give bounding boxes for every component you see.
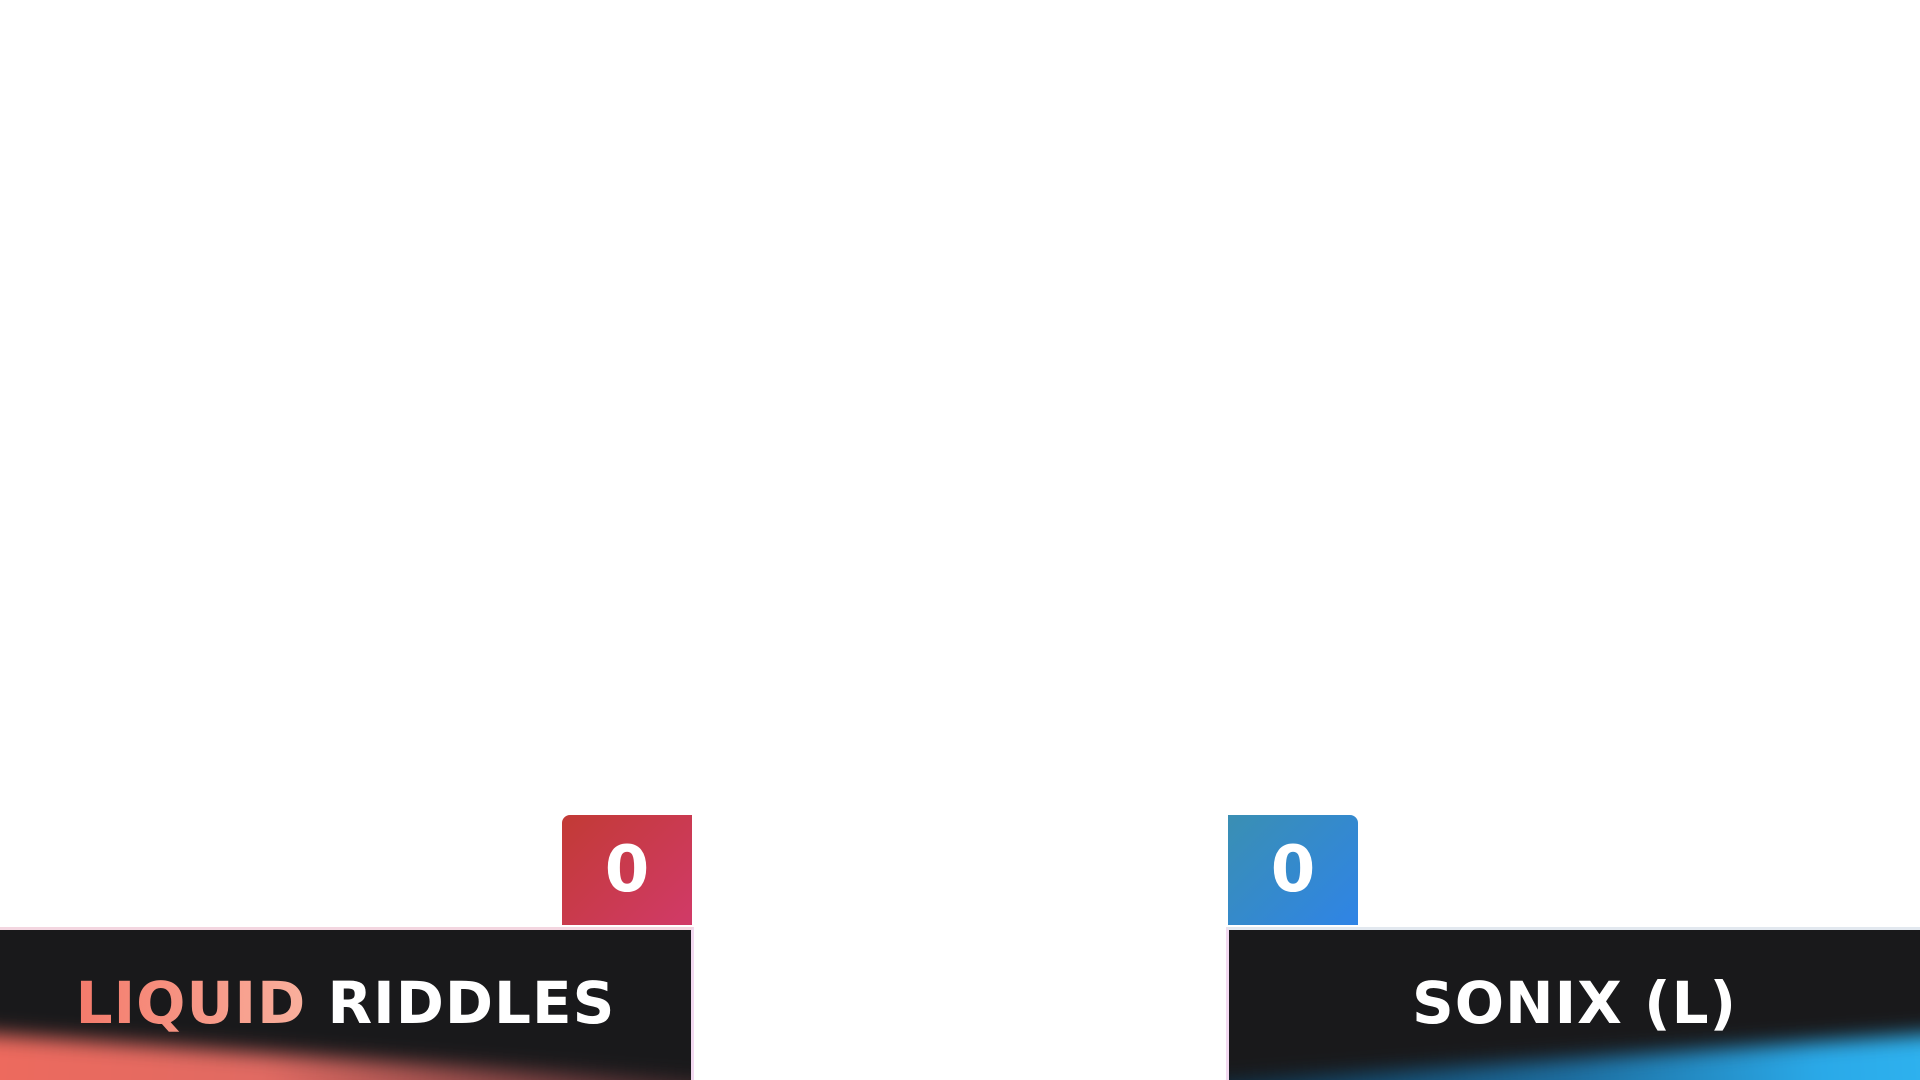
right-team-name-text: SONIX (L) bbox=[1411, 969, 1738, 1037]
right-team-score-value: 0 bbox=[1270, 833, 1316, 907]
right-team-score: 0 bbox=[1228, 815, 1358, 925]
left-team-score: 0 bbox=[562, 815, 692, 925]
left-team-name-rest: RIDDLES bbox=[327, 969, 616, 1037]
left-team-panel: LIQUID RIDDLES bbox=[0, 927, 694, 1080]
left-team-score-value: 0 bbox=[604, 833, 650, 907]
right-team-glow bbox=[1229, 1030, 1920, 1080]
left-team-name-accent: LIQUID bbox=[75, 969, 307, 1037]
left-team-glow bbox=[0, 1030, 691, 1080]
right-team-panel: SONIX (L) bbox=[1226, 927, 1920, 1080]
left-team-name: LIQUID RIDDLES bbox=[76, 969, 616, 1037]
right-team-name: SONIX (L) bbox=[1412, 969, 1737, 1037]
